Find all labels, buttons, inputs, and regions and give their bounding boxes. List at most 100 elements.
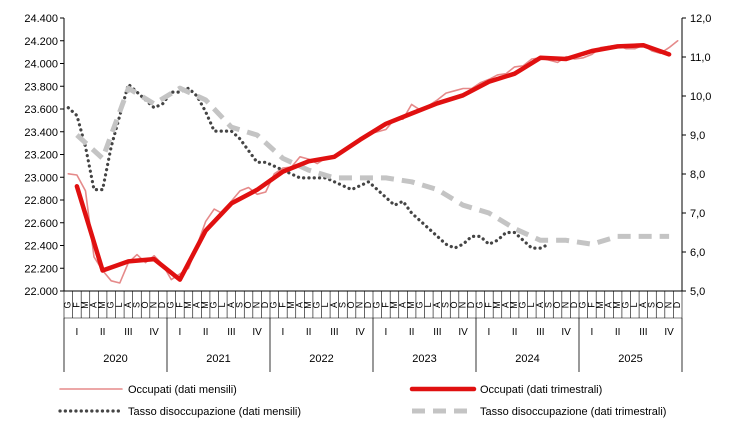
- month-label: O: [552, 301, 562, 308]
- month-label: M: [200, 301, 210, 309]
- quarter-label: IV: [664, 327, 674, 338]
- month-label: A: [535, 302, 545, 308]
- right-tick-label: 12,0: [690, 13, 711, 25]
- month-label: G: [312, 301, 322, 308]
- year-label: 2024: [515, 353, 539, 365]
- month-label: M: [509, 301, 519, 309]
- month-label: M: [97, 301, 107, 309]
- left-tick-label: 23.000: [24, 172, 58, 184]
- month-label: D: [363, 301, 373, 308]
- month-label: G: [518, 301, 528, 308]
- month-label: A: [638, 302, 648, 308]
- month-label: N: [252, 302, 262, 309]
- month-label: M: [183, 301, 193, 309]
- month-label: A: [88, 302, 98, 308]
- month-label: G: [621, 301, 631, 308]
- series-line-1: [74, 43, 672, 282]
- quarter-label: II: [100, 327, 106, 338]
- left-tick-label: 22.000: [24, 286, 58, 298]
- month-label: F: [586, 302, 596, 308]
- month-label: O: [243, 301, 253, 308]
- quarter-label: I: [75, 327, 78, 338]
- month-label: G: [578, 301, 588, 308]
- right-tick-label: 9,0: [690, 130, 705, 142]
- month-label: D: [157, 301, 167, 308]
- month-label: M: [80, 301, 90, 309]
- quarter-label: III: [330, 327, 338, 338]
- left-tick-label: 22.600: [24, 218, 58, 230]
- left-tick-label: 24.200: [24, 36, 58, 48]
- month-label: D: [569, 301, 579, 308]
- month-label: M: [286, 301, 296, 309]
- quarter-label: IV: [458, 327, 468, 338]
- month-label: F: [380, 302, 390, 308]
- left-tick-label: 22.400: [24, 241, 58, 253]
- year-label: 2025: [618, 353, 642, 365]
- month-label: S: [131, 302, 141, 308]
- month-label: L: [114, 302, 124, 307]
- month-label: F: [483, 302, 493, 308]
- month-label: M: [595, 301, 605, 309]
- month-label: S: [440, 302, 450, 308]
- month-label: M: [406, 301, 416, 309]
- month-label: A: [294, 302, 304, 308]
- year-label: 2023: [412, 353, 436, 365]
- right-tick-label: 6,0: [690, 247, 705, 259]
- month-label: N: [664, 302, 674, 309]
- month-label: A: [226, 302, 236, 308]
- month-label: M: [303, 301, 313, 309]
- quarter-label: III: [433, 327, 441, 338]
- month-label: F: [71, 302, 81, 308]
- month-label: S: [337, 302, 347, 308]
- month-label: M: [492, 301, 502, 309]
- month-label: G: [166, 301, 176, 308]
- legend: Occupati (dati mensili) Occupati (dati tr…: [58, 384, 666, 418]
- left-tick-label: 24.400: [24, 13, 58, 25]
- left-tick-label: 23.800: [24, 81, 58, 93]
- legend-label: Tasso disoccupazione (dati trimestrali): [480, 406, 666, 418]
- month-label: A: [603, 302, 613, 308]
- quarter-label: III: [536, 327, 544, 338]
- month-label: L: [629, 302, 639, 307]
- legend-label: Occupati (dati mensili): [128, 384, 237, 396]
- quarter-label: I: [487, 327, 490, 338]
- month-label: L: [217, 302, 227, 307]
- axes-layer: 22.000 22.200 22.400 22.600 22.800 23.000 23.2…: [24, 13, 711, 372]
- right-tick-label: 5,0: [690, 286, 705, 298]
- left-tick-label: 23.200: [24, 150, 58, 162]
- month-label: F: [174, 302, 184, 308]
- quarter-label: III: [639, 327, 647, 338]
- legend-label: Occupati (dati trimestrali): [480, 384, 602, 396]
- right-tick-label: 10,0: [690, 91, 711, 103]
- month-label: D: [260, 301, 270, 308]
- month-label: G: [372, 301, 382, 308]
- quarter-label: II: [615, 327, 621, 338]
- month-label: A: [191, 302, 201, 308]
- month-label: S: [646, 302, 656, 308]
- quarter-label: I: [178, 327, 181, 338]
- right-tick-label: 8,0: [690, 169, 705, 181]
- month-label: G: [63, 301, 73, 308]
- month-label: G: [269, 301, 279, 308]
- month-label: L: [320, 302, 330, 307]
- quarter-label: II: [306, 327, 312, 338]
- quarter-label: IV: [252, 327, 262, 338]
- month-label: A: [397, 302, 407, 308]
- quarter-label: IV: [355, 327, 365, 338]
- month-label: G: [415, 301, 425, 308]
- left-tick-label: 24.000: [24, 59, 58, 71]
- month-label: N: [561, 302, 571, 309]
- year-label: 2020: [103, 353, 127, 365]
- left-tick-label: 22.200: [24, 263, 58, 275]
- quarter-label: II: [512, 327, 518, 338]
- series-line-3: [75, 85, 670, 247]
- quarter-label: III: [227, 327, 235, 338]
- month-label: O: [140, 301, 150, 308]
- month-label: A: [329, 302, 339, 308]
- month-label: G: [209, 301, 219, 308]
- month-label: D: [466, 301, 476, 308]
- month-label: F: [277, 302, 287, 308]
- month-label: N: [355, 302, 365, 309]
- left-tick-label: 22.800: [24, 195, 58, 207]
